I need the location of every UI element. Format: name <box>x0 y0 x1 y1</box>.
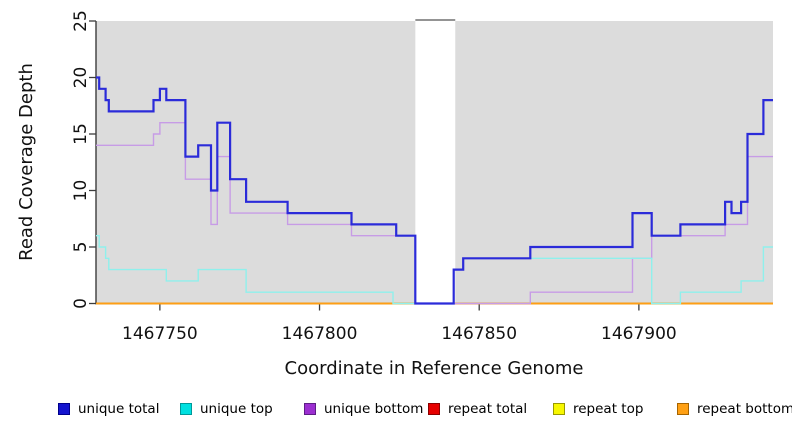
legend-swatch-repeat-bottom <box>677 403 689 415</box>
legend-swatch-unique-top <box>180 403 192 415</box>
legend-swatch-unique-total <box>58 403 70 415</box>
legend-label: unique total <box>78 401 160 417</box>
legend-label: repeat top <box>573 401 644 417</box>
legend-item-repeat-top: repeat top <box>553 400 643 418</box>
series-line-unique-total <box>96 76 773 305</box>
x-tick-label: 1467750 <box>122 324 198 344</box>
x-tick-label: 1467900 <box>601 324 677 344</box>
legend-item-unique-bottom: unique bottom <box>304 400 423 418</box>
legend-label: repeat total <box>448 401 528 417</box>
x-tick-label: 1467800 <box>282 324 358 344</box>
legend-label: repeat bottom <box>697 401 792 417</box>
legend: unique total unique top unique bottom re… <box>0 400 792 422</box>
y-tick-label: 15 <box>71 123 91 145</box>
legend-swatch-repeat-total <box>428 403 440 415</box>
legend-label: unique bottom <box>324 401 424 417</box>
legend-label: unique top <box>200 401 273 417</box>
series-line-unique-top <box>96 235 773 305</box>
legend-swatch-unique-bottom <box>304 403 316 415</box>
legend-item-unique-top: unique top <box>180 400 273 418</box>
x-tick-label: 1467850 <box>441 324 517 344</box>
legend-item-repeat-total: repeat total <box>428 400 527 418</box>
y-axis-title: Read Coverage Depth <box>16 63 37 261</box>
y-tick-label: 5 <box>71 242 91 253</box>
legend-item-repeat-bottom: repeat bottom <box>677 400 792 418</box>
x-axis-title: Coordinate in Reference Genome <box>285 358 584 379</box>
y-tick-label: 20 <box>71 67 91 89</box>
y-tick-label: 25 <box>71 10 91 32</box>
y-tick-label: 0 <box>71 298 91 309</box>
y-tick-label: 10 <box>71 180 91 202</box>
legend-swatch-repeat-top <box>553 403 565 415</box>
chart-layer: 1467750 1467800 1467850 1467900 0 5 10 15 20 25 <box>71 10 773 344</box>
no-data-gap-band <box>415 21 456 304</box>
legend-item-unique-total: unique total <box>58 400 159 418</box>
